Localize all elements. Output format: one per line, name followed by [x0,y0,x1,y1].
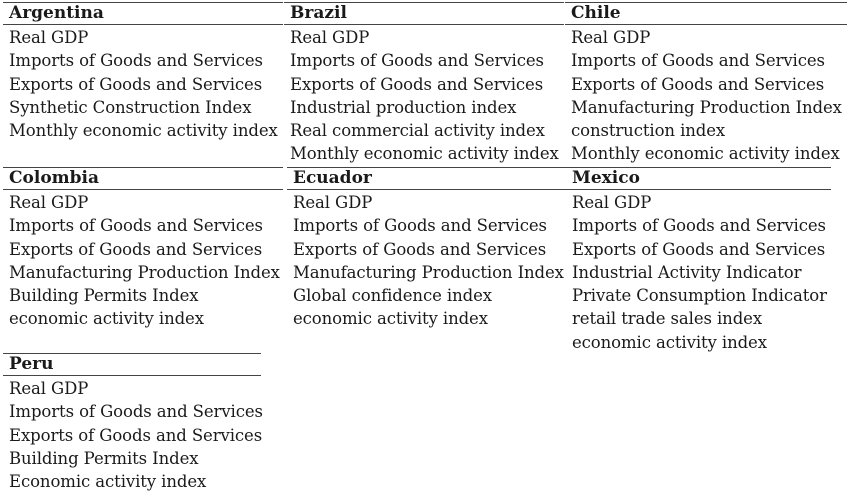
indicator-item: Building Permits Index [9,286,199,306]
indicator-item: Real commercial activity index [290,121,545,141]
indicator-list: Real GDP Imports of Goods and Services E… [287,190,566,331]
indicator-item: Manufacturing Production Index [9,262,280,282]
country-block-ecuador: Ecuador Real GDP Imports of Goods and Se… [287,167,566,331]
indicator-list: Real GDP Imports of Goods and Services E… [3,25,283,142]
indicator-item: Global confidence index [293,286,492,306]
indicator-item: Imports of Goods and Services [290,51,544,71]
country-block-chile: Chile Real GDP Imports of Goods and Serv… [565,2,847,166]
indicator-item: Economic activity index [9,472,207,492]
indicator-item: Monthly economic activity index [290,144,559,164]
country-block-colombia: Colombia Real GDP Imports of Goods and S… [3,167,283,331]
country-heading: Brazil [284,3,564,25]
indicator-item: Exports of Goods and Services [290,74,544,94]
indicator-item: Real GDP [9,193,89,212]
indicator-item: Exports of Goods and Services [9,74,263,94]
country-block-peru: Peru Real GDP Imports of Goods and Servi… [3,353,263,493]
indicator-item: economic activity index [572,332,767,352]
indicator-item: construction index [571,121,726,141]
indicator-item: Imports of Goods and Services [9,51,263,71]
indicator-item: Real GDP [572,193,652,212]
indicator-item: Monthly economic activity index [9,121,278,141]
country-heading: Ecuador [287,168,566,190]
country-block-brazil: Brazil Real GDP Imports of Goods and Ser… [284,2,564,166]
indicator-item: Imports of Goods and Services [572,216,826,236]
indicator-item: Imports of Goods and Services [9,402,263,422]
indicator-item: Monthly economic activity index [571,144,840,164]
indicator-item: Real GDP [290,28,370,47]
country-heading: Argentina [3,3,283,25]
indicator-item: Exports of Goods and Services [9,425,263,445]
country-heading: Colombia [3,168,283,190]
indicator-item: Real GDP [9,379,89,398]
indicator-list: Real GDP Imports of Goods and Services E… [3,190,283,331]
indicator-item: Exports of Goods and Services [9,239,263,259]
country-heading: Mexico [566,168,831,190]
indicator-list: Real GDP Imports of Goods and Services E… [284,25,564,166]
country-heading: Peru [3,354,261,376]
indicator-item: Imports of Goods and Services [9,216,263,236]
indicator-list: Real GDP Imports of Goods and Services E… [565,25,847,166]
indicator-item: Building Permits Index [9,448,199,468]
indicator-item: Industrial Activity Indicator [572,262,802,282]
indicator-item: Exports of Goods and Services [572,239,826,259]
country-block-argentina: Argentina Real GDP Imports of Goods and … [3,2,283,142]
indicator-item: retail trade sales index [572,309,763,329]
indicator-item: Exports of Goods and Services [571,74,825,94]
country-block-mexico: Mexico Real GDP Imports of Goods and Ser… [566,167,831,354]
indicator-item: Imports of Goods and Services [571,51,825,71]
country-heading: Chile [565,3,847,25]
indicator-item: Exports of Goods and Services [293,239,547,259]
indicator-item: Manufacturing Production Index [571,97,842,117]
indicator-item: Real GDP [9,28,89,47]
indicator-list: Real GDP Imports of Goods and Services E… [566,190,831,354]
indicator-item: economic activity index [293,309,488,329]
indicator-item: Manufacturing Production Index [293,262,564,282]
indicator-item: Real GDP [293,193,373,212]
indicator-item: Real GDP [571,28,651,47]
indicator-item: Synthetic Construction Index [9,97,252,117]
indicator-list: Real GDP Imports of Goods and Services E… [3,376,263,493]
indicator-item: Imports of Goods and Services [293,216,547,236]
indicator-item: economic activity index [9,309,204,329]
indicator-item: Industrial production index [290,97,517,117]
indicator-item: Private Consumption Indicator [572,286,827,306]
